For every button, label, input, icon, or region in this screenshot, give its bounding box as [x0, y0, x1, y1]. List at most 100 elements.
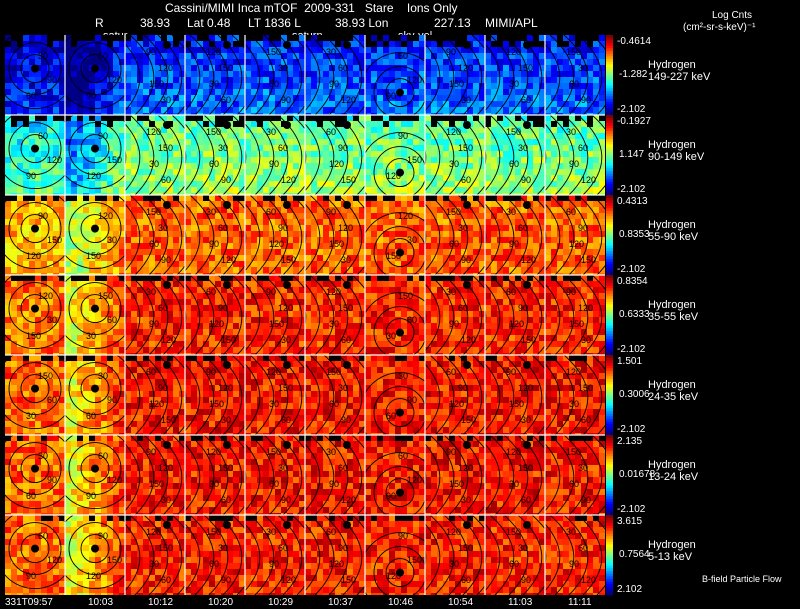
- heatmap-cell: [59, 53, 65, 59]
- heatmap-cell: [233, 101, 239, 107]
- heatmap-cell: [167, 219, 173, 225]
- heatmap-cell: [113, 261, 119, 267]
- heatmap-cell: [401, 77, 407, 83]
- heatmap-cell: [425, 225, 431, 231]
- contour-label: 60: [449, 239, 459, 249]
- heatmap-cell: [299, 65, 305, 71]
- heatmap-cell: [113, 77, 119, 83]
- heatmap-cell: [485, 267, 491, 273]
- heatmap-cell: [425, 175, 431, 181]
- heatmap-cell: [107, 65, 113, 71]
- heatmap-cell: [569, 243, 575, 249]
- heatmap-cell: [209, 95, 215, 101]
- heatmap-cell: [401, 41, 407, 47]
- heatmap-cell: [101, 77, 107, 83]
- heatmap-cell: [197, 139, 203, 145]
- heatmap-cell: [155, 273, 161, 275]
- heatmap-cell: [467, 77, 473, 83]
- heatmap-cell: [65, 77, 71, 83]
- heatmap-cell: [83, 255, 89, 261]
- heatmap-cell: [419, 157, 425, 163]
- heatmap-cell: [77, 195, 83, 201]
- heatmap-cell: [491, 77, 497, 83]
- heatmap-cell: [173, 107, 179, 113]
- heatmap-cell: [251, 193, 257, 195]
- heatmap-cell: [149, 219, 155, 225]
- heatmap-cell: [35, 41, 41, 47]
- heatmap-cell: [377, 231, 383, 237]
- heatmap-cell: [485, 213, 491, 219]
- heatmap-cell: [77, 213, 83, 219]
- heatmap-cell: [371, 255, 377, 261]
- heatmap-cell: [173, 219, 179, 225]
- contour-circle: [68, 202, 122, 256]
- heatmap-cell: [65, 139, 71, 145]
- heatmap-cell: [53, 169, 59, 175]
- heatmap-cell: [89, 323, 95, 329]
- heatmap-cell: [11, 195, 17, 201]
- heatmap-cell: [287, 139, 293, 145]
- heatmap-cell: [95, 41, 101, 47]
- heatmap-cell: [113, 243, 119, 249]
- heatmap-cell: [149, 249, 155, 255]
- heatmap-cell: [335, 187, 341, 193]
- heatmap-cell: [149, 113, 155, 115]
- heatmap-cell: [137, 145, 143, 151]
- header-source: MIMI/APL: [485, 16, 538, 30]
- heatmap-cell: [221, 89, 227, 95]
- heatmap-cell: [203, 113, 209, 115]
- heatmap-cell: [209, 115, 215, 121]
- contour-label: 60: [209, 159, 219, 169]
- heatmap-cell: [239, 59, 245, 65]
- heatmap-cell: [53, 71, 59, 77]
- heatmap-cell: [113, 335, 119, 341]
- heatmap-cell: [245, 35, 251, 41]
- heatmap-cell: [125, 41, 131, 47]
- heatmap-cell: [521, 187, 527, 193]
- heatmap-cell: [413, 113, 419, 115]
- heatmap-cell: [377, 213, 383, 219]
- heatmap-cell: [515, 133, 521, 139]
- heatmap-cell: [425, 53, 431, 59]
- heatmap-cell: [59, 341, 65, 347]
- heatmap-cell: [47, 305, 53, 311]
- heatmap-cell: [395, 107, 401, 113]
- heatmap-cell: [35, 311, 41, 317]
- heatmap-cell: [293, 139, 299, 145]
- heatmap-cell: [347, 193, 353, 195]
- heatmap-cell: [311, 71, 317, 77]
- heatmap-cell: [275, 115, 281, 121]
- heatmap-cell: [407, 175, 413, 181]
- contour-line: [305, 43, 321, 112]
- heatmap-cell: [155, 83, 161, 89]
- heatmap-cell: [269, 113, 275, 115]
- heatmap-cell: [299, 83, 305, 89]
- heatmap-cell: [503, 213, 509, 219]
- heatmap-cell: [293, 249, 299, 255]
- heatmap-cell: [155, 237, 161, 243]
- heatmap-cell: [107, 101, 113, 107]
- heatmap-cell: [29, 317, 35, 323]
- heatmap-cell: [593, 65, 599, 71]
- heatmap-cell: [581, 255, 587, 261]
- heatmap-cell: [71, 329, 77, 335]
- heatmap-cell: [533, 231, 539, 237]
- heatmap-cell: [347, 225, 353, 231]
- heatmap-cell: [83, 329, 89, 335]
- heatmap-cell: [131, 71, 137, 77]
- contour-circle: [65, 195, 125, 270]
- heatmap-cell: [455, 273, 461, 275]
- heatmap-cell: [221, 35, 227, 41]
- heatmap-cell: [47, 231, 53, 237]
- heatmap-cell: [407, 187, 413, 193]
- contour-line: [489, 195, 515, 275]
- heatmap-cell: [527, 207, 533, 213]
- heatmap-cell: [239, 249, 245, 255]
- heatmap-cell: [251, 243, 257, 249]
- heatmap-cell: [449, 267, 455, 273]
- heatmap-cell: [47, 127, 53, 133]
- heatmap-cell: [407, 273, 413, 275]
- heatmap-cell: [575, 151, 581, 157]
- heatmap-cell: [221, 65, 227, 71]
- heatmap-cell: [149, 107, 155, 113]
